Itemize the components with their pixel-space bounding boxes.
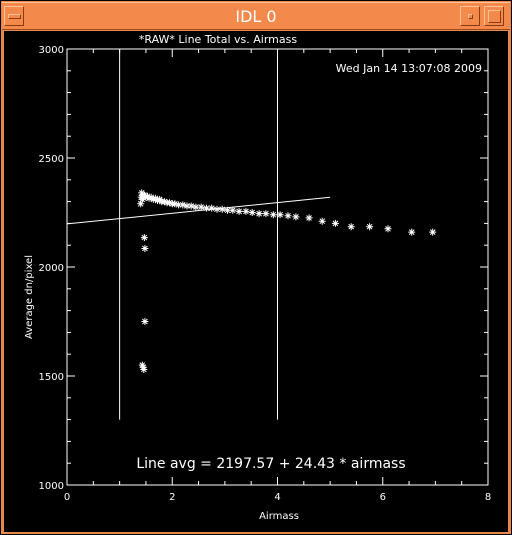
data-point	[192, 203, 200, 211]
x-tick-label: 4	[274, 492, 280, 503]
data-point	[179, 201, 187, 209]
data-point	[331, 219, 339, 227]
y-tick-label: 2000	[39, 263, 64, 274]
data-point	[276, 211, 284, 219]
maximize-icon[interactable]	[484, 6, 504, 26]
data-point	[171, 200, 179, 208]
data-point	[224, 206, 231, 214]
data-point	[292, 213, 300, 221]
data-point	[213, 205, 221, 213]
data-point	[138, 361, 146, 369]
x-axis-label: Airmass	[259, 511, 299, 522]
x-tick-label: 0	[64, 492, 70, 503]
data-point	[229, 206, 237, 214]
y-tick-label: 3000	[39, 45, 64, 56]
data-point	[183, 202, 191, 210]
data-point	[175, 201, 183, 209]
data-point	[141, 245, 149, 252]
data-point	[429, 228, 437, 236]
y-tick-label: 1000	[39, 481, 64, 492]
x-tick-label: 8	[485, 492, 491, 503]
x-tick-label: 2	[169, 492, 175, 503]
data-point	[255, 210, 263, 218]
chart-axes: 0 2 4 6 8 1000 1500 2000 2500 3000	[39, 45, 492, 503]
data-point	[262, 210, 270, 218]
chart-marks	[66, 49, 437, 420]
data-point	[187, 202, 195, 210]
data-point	[149, 195, 157, 203]
data-point	[137, 200, 145, 208]
data-point	[242, 207, 250, 215]
data-point	[218, 205, 226, 213]
fit-equation-label: Line avg = 2197.57 + 24.43 * airmass	[136, 456, 405, 472]
data-point	[160, 198, 168, 206]
data-point	[366, 223, 374, 231]
data-point	[269, 211, 277, 219]
data-point	[166, 199, 174, 207]
data-point	[408, 228, 416, 236]
minimize-icon[interactable]	[460, 6, 480, 26]
y-tick-label: 2500	[39, 154, 64, 165]
plot-area: *RAW* Line Total vs. Airmass Wed Jan 14 …	[4, 31, 508, 532]
data-point	[154, 197, 161, 204]
x-tick-label: 6	[380, 492, 386, 503]
data-point	[197, 203, 205, 211]
data-point	[203, 204, 210, 212]
data-point	[384, 225, 392, 233]
data-point	[140, 234, 148, 242]
data-point	[208, 204, 216, 212]
y-axis-label: Average dn/pixel	[24, 255, 35, 339]
chart-timestamp: Wed Jan 14 13:07:08 2009	[336, 62, 482, 75]
data-point	[305, 214, 313, 222]
data-point	[347, 223, 355, 231]
fit-line	[66, 196, 331, 225]
data-point	[248, 209, 256, 216]
title-bar[interactable]: IDL 0	[2, 2, 510, 30]
window-menu-icon[interactable]	[4, 6, 24, 26]
window-title: IDL 0	[235, 7, 277, 26]
airmass-chart: *RAW* Line Total vs. Airmass Wed Jan 14 …	[24, 33, 492, 522]
data-point	[145, 194, 153, 202]
data-point	[138, 195, 146, 203]
data-point	[141, 318, 149, 325]
data-point	[140, 366, 148, 373]
data-point	[318, 217, 326, 225]
data-point	[235, 207, 243, 215]
data-point	[284, 212, 292, 220]
y-tick-label: 1500	[39, 372, 64, 383]
chart-title: *RAW* Line Total vs. Airmass	[139, 33, 297, 46]
